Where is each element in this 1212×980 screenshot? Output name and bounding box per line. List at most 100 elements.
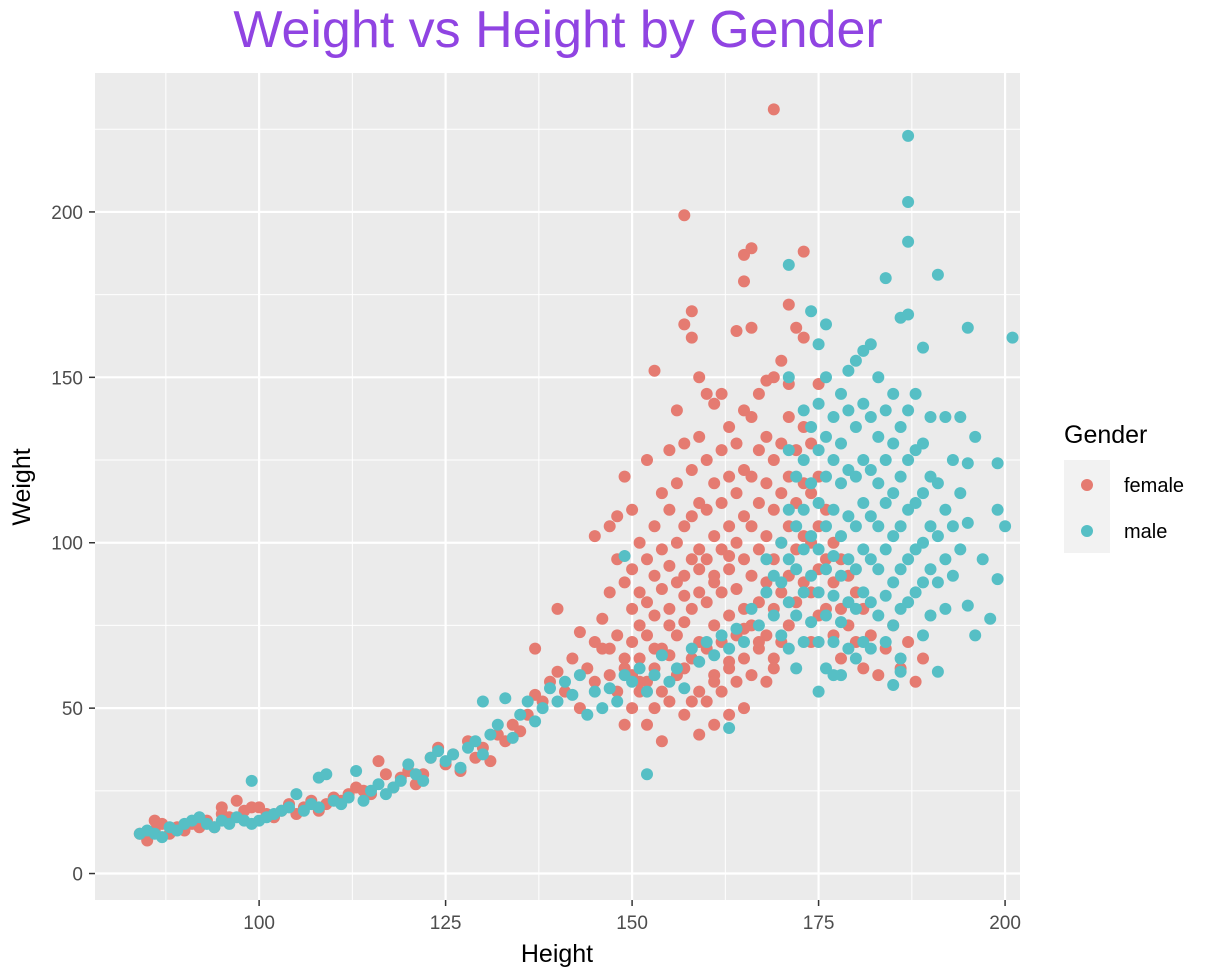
- data-point-female: [678, 708, 691, 721]
- data-point-male: [924, 563, 937, 576]
- data-point-female: [745, 321, 758, 334]
- data-point-male: [879, 404, 892, 417]
- data-point-female: [603, 669, 616, 682]
- data-point-female: [745, 470, 758, 483]
- data-point-male: [693, 655, 706, 668]
- data-point-male: [529, 715, 542, 728]
- data-point-female: [700, 454, 713, 466]
- data-point-male: [954, 487, 967, 500]
- data-point-male: [782, 371, 795, 384]
- data-point-male: [939, 503, 952, 516]
- data-point-male: [849, 602, 862, 615]
- data-point-male: [864, 510, 877, 523]
- data-point-male: [820, 563, 832, 576]
- series-male: [133, 129, 1019, 844]
- data-point-male: [797, 586, 810, 599]
- data-point-female: [529, 642, 542, 655]
- data-point-female: [655, 735, 668, 748]
- data-point-male: [484, 728, 497, 741]
- data-point-male: [350, 765, 363, 777]
- data-point-male: [902, 596, 915, 609]
- data-point-female: [641, 596, 653, 609]
- data-point-female: [603, 642, 616, 655]
- data-point-female: [551, 665, 564, 678]
- data-point-male: [887, 487, 900, 500]
- data-point-male: [633, 662, 646, 675]
- data-point-male: [708, 649, 721, 662]
- data-point-female: [715, 685, 728, 698]
- data-point-male: [723, 722, 736, 734]
- data-point-male: [782, 444, 795, 457]
- data-point-male: [820, 430, 832, 443]
- data-point-male: [872, 371, 885, 384]
- data-point-male: [864, 464, 877, 476]
- data-point-male: [812, 497, 825, 509]
- data-point-male: [894, 421, 907, 433]
- data-point-female: [670, 536, 683, 549]
- data-point-male: [879, 543, 892, 556]
- points-layer: [133, 103, 1019, 847]
- data-point-female: [730, 487, 743, 500]
- data-point-male: [931, 268, 944, 281]
- legend-key-female: [1081, 479, 1093, 491]
- data-point-male: [283, 801, 295, 814]
- data-point-female: [738, 652, 750, 665]
- data-point-female: [573, 626, 586, 639]
- data-point-female: [551, 602, 564, 615]
- data-point-female: [700, 503, 713, 516]
- data-point-male: [894, 520, 907, 533]
- data-point-male: [849, 520, 862, 533]
- data-point-male: [782, 596, 795, 609]
- data-point-male: [872, 520, 885, 533]
- data-point-male: [961, 457, 974, 470]
- data-point-female: [917, 652, 929, 665]
- data-point-male: [551, 695, 564, 708]
- data-point-male: [641, 768, 653, 781]
- y-tick-label: 150: [51, 368, 83, 389]
- data-point-male: [723, 642, 736, 655]
- data-point-male: [917, 341, 929, 354]
- data-point-female: [626, 636, 639, 648]
- data-point-male: [857, 454, 870, 466]
- data-point-female: [723, 708, 736, 721]
- data-point-female: [678, 209, 691, 222]
- data-point-female: [648, 364, 661, 377]
- data-point-female: [752, 543, 765, 556]
- data-point-male: [499, 692, 512, 705]
- data-point-male: [879, 454, 892, 466]
- data-point-male: [991, 573, 1004, 586]
- data-point-male: [476, 748, 489, 761]
- data-point-female: [588, 675, 601, 688]
- data-point-male: [917, 437, 929, 450]
- data-point-female: [693, 685, 706, 698]
- data-point-female: [685, 464, 698, 476]
- data-point-male: [991, 503, 1004, 516]
- data-point-male: [917, 536, 929, 549]
- data-point-male: [514, 708, 527, 721]
- data-point-female: [603, 586, 616, 599]
- data-point-female: [745, 242, 758, 255]
- data-point-male: [849, 421, 862, 433]
- legend-title: Gender: [1064, 421, 1147, 449]
- data-point-female: [730, 437, 743, 450]
- data-point-female: [745, 411, 758, 423]
- data-point-male: [872, 477, 885, 490]
- data-point-male: [842, 510, 855, 523]
- data-point-male: [738, 636, 750, 648]
- data-point-female: [708, 397, 721, 410]
- data-point-male: [447, 748, 460, 761]
- data-point-female: [715, 444, 728, 457]
- data-point-female: [372, 755, 385, 768]
- data-point-female: [835, 652, 847, 665]
- data-point-male: [902, 454, 915, 466]
- data-point-male: [805, 569, 818, 582]
- data-point-male: [939, 553, 952, 566]
- data-point-male: [797, 503, 810, 516]
- data-point-female: [797, 331, 810, 344]
- data-point-male: [835, 477, 847, 490]
- data-point-female: [618, 470, 631, 483]
- data-point-male: [372, 778, 385, 791]
- data-point-male: [506, 731, 519, 744]
- data-point-male: [603, 682, 616, 695]
- data-point-male: [805, 477, 818, 490]
